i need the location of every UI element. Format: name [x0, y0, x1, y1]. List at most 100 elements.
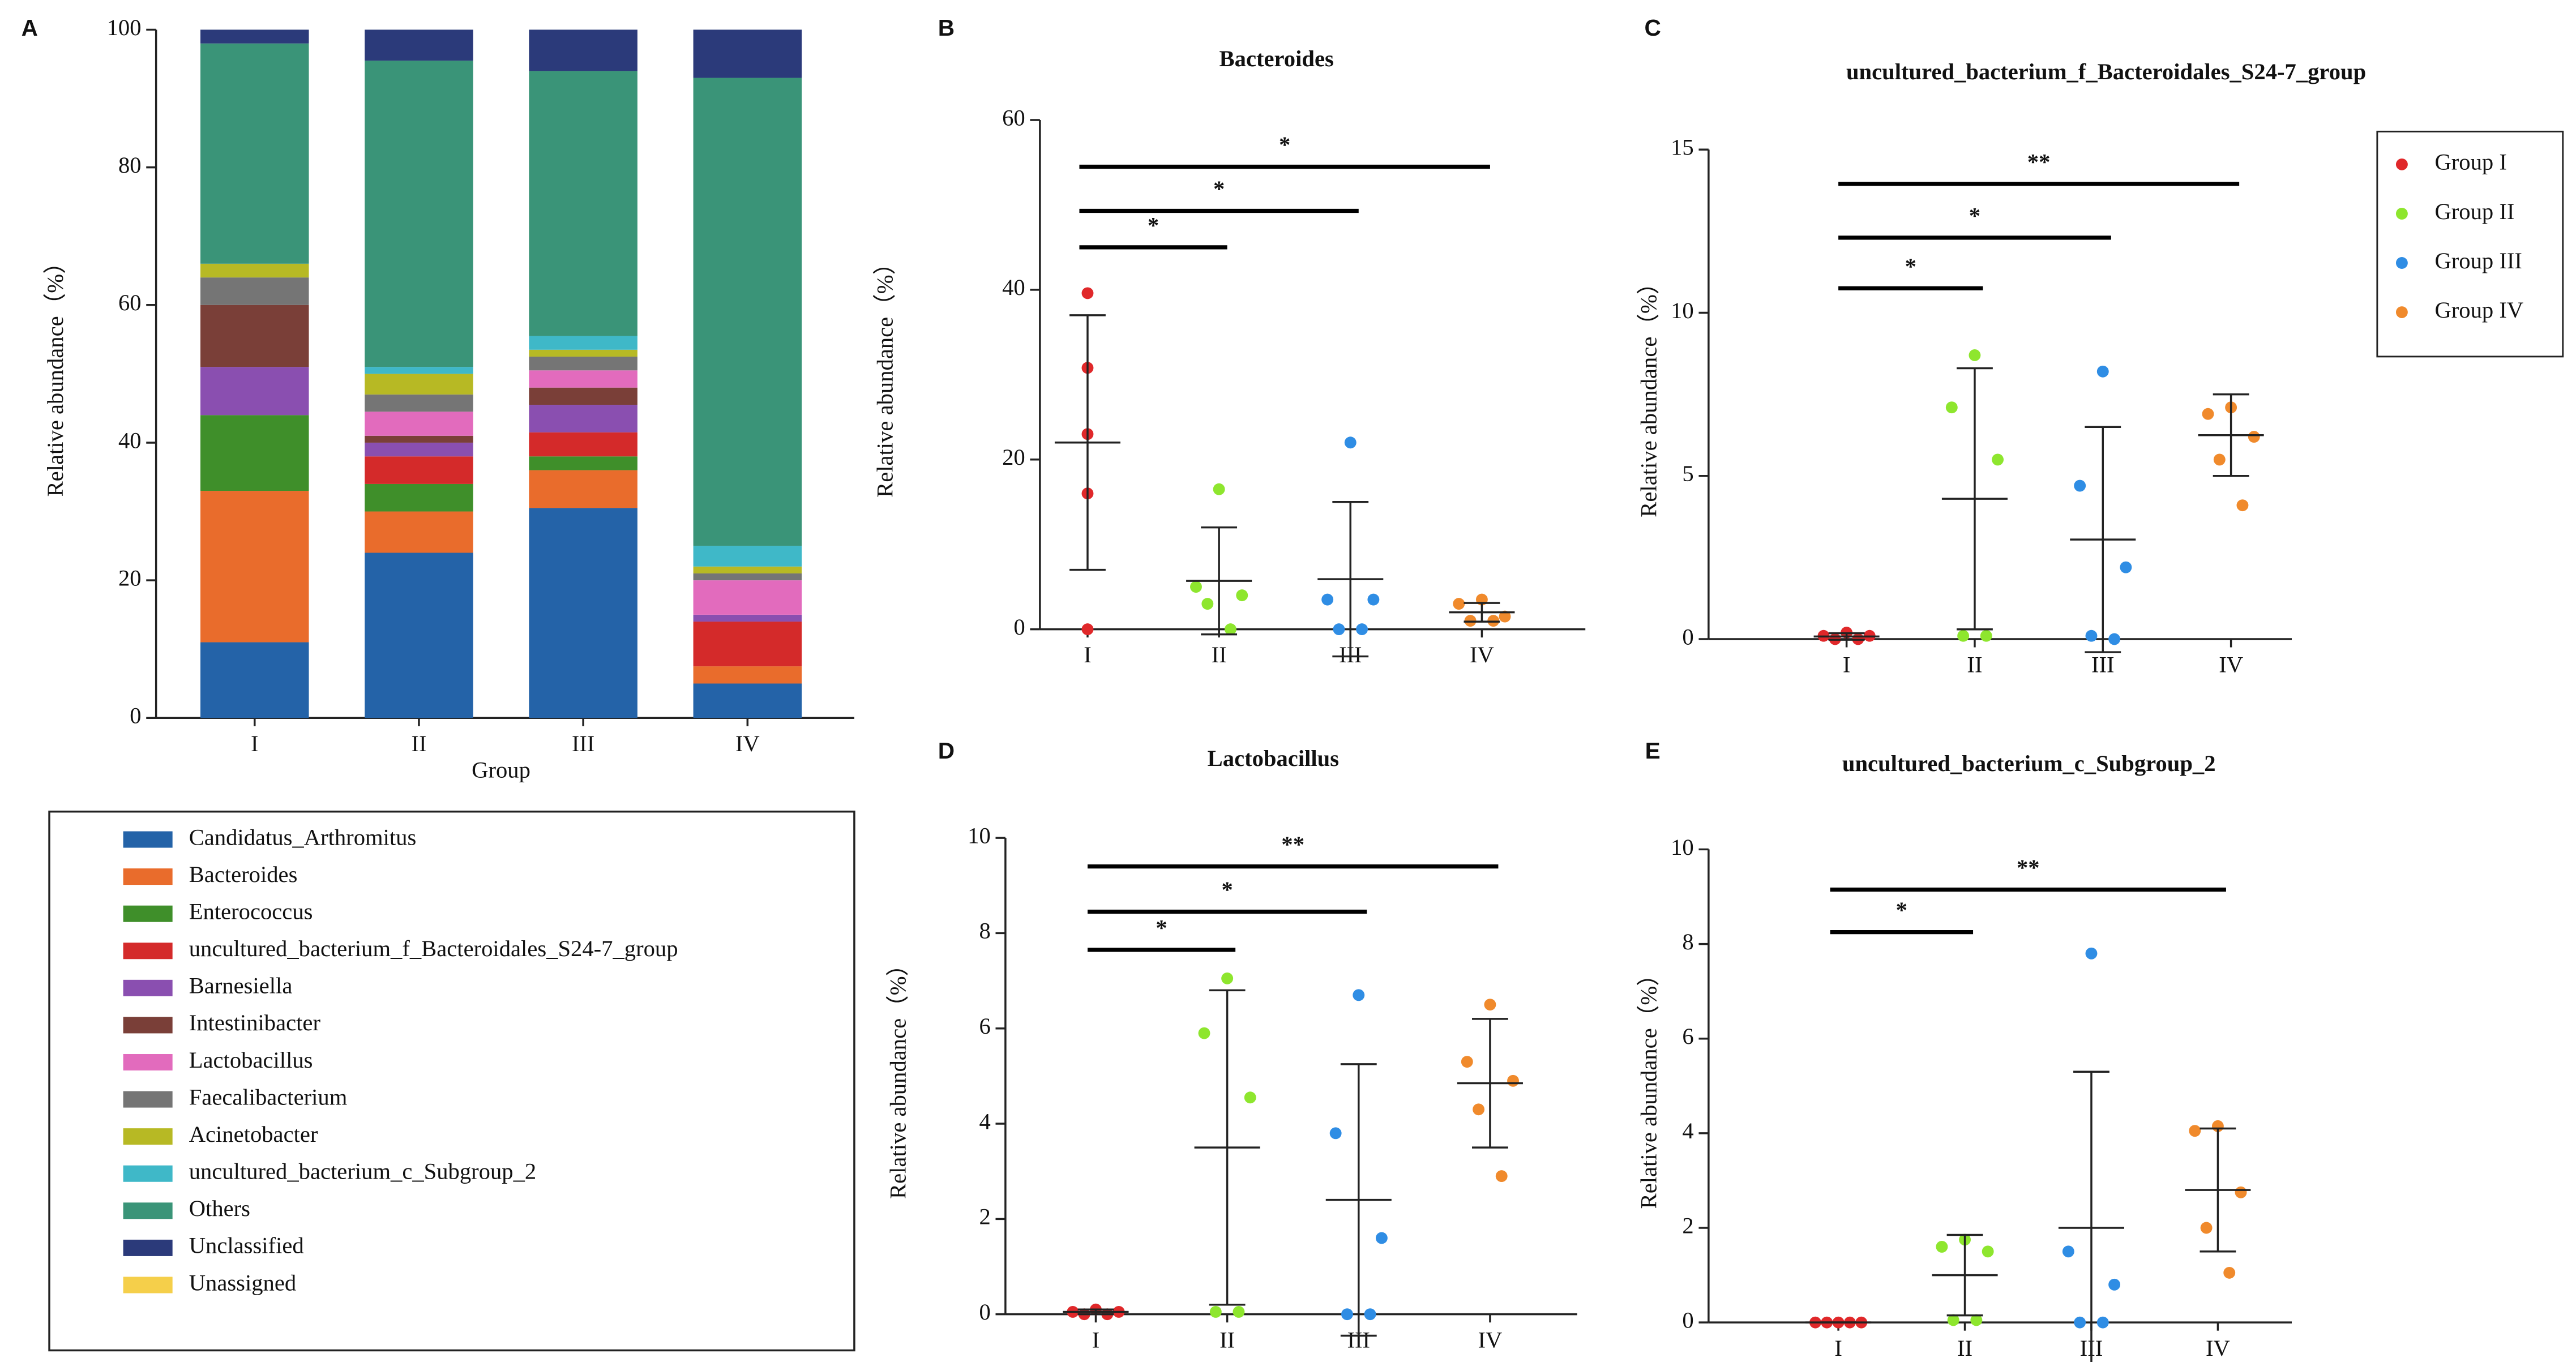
legend-marker: [2395, 158, 2408, 170]
y-tick-label: 10: [968, 823, 991, 848]
bar-segment: [365, 412, 473, 436]
x-tick-label: IV: [2219, 652, 2243, 678]
data-point: [1201, 598, 1214, 610]
legend-label: Unassigned: [189, 1270, 296, 1295]
bar-segment: [693, 573, 802, 581]
x-tick-label: I: [1834, 1335, 1842, 1361]
data-point: [2085, 947, 2098, 960]
data-point: [1209, 1305, 1222, 1318]
x-tick-label: IV: [2206, 1335, 2230, 1361]
x-axis-label: Group: [472, 757, 530, 782]
bar-segment: [365, 61, 473, 367]
y-tick-label: 2: [979, 1204, 990, 1230]
legend-swatch: [123, 1277, 173, 1294]
data-point: [1936, 1240, 1948, 1253]
data-point: [1970, 1314, 1983, 1326]
x-tick-label: II: [1219, 1327, 1235, 1352]
legend-swatch: [123, 1091, 173, 1108]
bar-segment: [200, 642, 309, 718]
bar-segment: [529, 456, 637, 470]
legend-marker: [2395, 257, 2408, 269]
panel-title: uncultured_bacterium_f_Bacteroidales_S24…: [1846, 59, 2366, 84]
y-tick-label: 6: [979, 1013, 990, 1039]
legend-label: Unclassified: [189, 1233, 304, 1258]
bar-segment: [529, 356, 637, 371]
legend-label: Enterococcus: [189, 899, 313, 924]
data-point: [1321, 593, 1334, 606]
data-point: [2062, 1245, 2074, 1258]
data-point: [1945, 401, 1958, 414]
x-tick-label: III: [572, 731, 595, 756]
bar-segment: [365, 29, 473, 61]
y-tick-label: 8: [979, 918, 990, 944]
legend-label: Faecalibacterium: [189, 1084, 348, 1110]
data-point: [1233, 1305, 1245, 1318]
data-point: [1461, 1056, 1473, 1068]
data-point: [1957, 629, 1970, 642]
data-point: [2202, 408, 2214, 420]
bar-segment: [529, 405, 637, 432]
y-tick-label: 100: [107, 15, 142, 40]
data-point: [1364, 1308, 1376, 1321]
y-tick-label: 40: [1002, 275, 1025, 300]
x-tick-label: II: [1212, 642, 1227, 667]
data-point: [2074, 1316, 2086, 1329]
bar-segment: [365, 394, 473, 412]
legend-swatch: [123, 979, 173, 996]
legend-marker: [2395, 306, 2408, 318]
legend-label: Group III: [2434, 248, 2522, 273]
legend-label: Group I: [2434, 149, 2506, 175]
legend-swatch: [123, 1017, 173, 1034]
bar-segment: [365, 511, 473, 553]
data-point: [1333, 623, 1345, 636]
legend-label: Acinetobacter: [189, 1121, 318, 1147]
data-point: [1224, 623, 1236, 636]
data-point: [1356, 623, 1368, 636]
legend-swatch: [123, 1128, 173, 1145]
y-tick-label: 0: [979, 1299, 990, 1325]
data-point: [1367, 593, 1380, 606]
legend-box: [2376, 130, 2564, 358]
panel-letter: E: [1645, 738, 1661, 764]
y-axis-label: Relative abundance（%）: [42, 251, 68, 496]
data-point: [2200, 1222, 2213, 1234]
data-point: [1992, 453, 2004, 466]
significance-label: *: [1148, 212, 1159, 238]
x-tick-label: I: [1092, 1327, 1100, 1352]
legend-label: uncultured_bacterium_f_Bacteroidales_S24…: [189, 936, 678, 961]
legend-label: Candidatus_Arthromitus: [189, 824, 417, 850]
bar-segment: [529, 470, 637, 508]
bar-segment: [693, 683, 802, 718]
legend-marker: [2395, 207, 2408, 220]
bar-segment: [365, 456, 473, 484]
y-tick-label: 8: [1682, 929, 1693, 954]
data-point: [2235, 1186, 2247, 1198]
bar-segment: [693, 614, 802, 622]
x-tick-label: IV: [735, 731, 760, 756]
panel-title: Bacteroides: [1219, 46, 1334, 71]
x-tick-label: II: [1957, 1335, 1972, 1361]
significance-label: *: [1896, 897, 1907, 923]
data-point: [1081, 623, 1094, 636]
y-tick-label: 4: [979, 1108, 990, 1134]
data-point: [1375, 1232, 1388, 1244]
data-point: [1473, 1103, 1485, 1116]
bar-segment: [693, 666, 802, 684]
data-point: [1329, 1127, 1342, 1140]
y-axis-label: Relative abundance（%）: [885, 953, 911, 1199]
data-point: [1341, 1308, 1353, 1321]
bar-segment: [200, 29, 309, 44]
y-tick-label: 5: [1682, 461, 1693, 486]
legend-label: Lactobacillus: [189, 1047, 313, 1073]
y-tick-label: 20: [1002, 444, 1025, 470]
legend-label: Group II: [2434, 199, 2514, 224]
bar-segment: [529, 71, 637, 336]
x-tick-label: I: [251, 731, 259, 756]
significance-label: *: [1279, 132, 1290, 157]
significance-label: *: [1213, 176, 1225, 202]
legend-swatch: [123, 868, 173, 885]
data-point: [1213, 483, 1225, 495]
data-point: [1947, 1314, 1959, 1326]
y-tick-label: 40: [118, 427, 142, 453]
